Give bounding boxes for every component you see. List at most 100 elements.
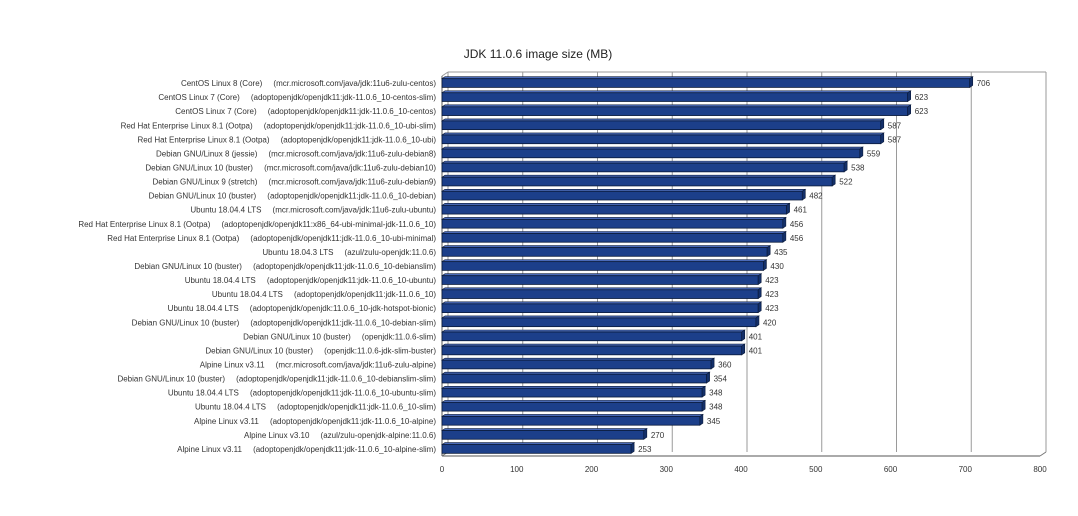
bar-end: [741, 343, 746, 356]
category-label: Alpine Linux v3.11 (adoptopenjdk/openjdk…: [194, 417, 436, 426]
bar: [441, 134, 882, 145]
bar-end: [782, 216, 787, 229]
category-label: Debian GNU/Linux 10 (buster) (adoptopenj…: [134, 262, 436, 271]
bar: [441, 162, 845, 173]
bar-end: [741, 329, 746, 342]
category-label: Ubuntu 18.04.3 LTS (azul/zulu-openjdk:11…: [262, 248, 436, 257]
floor-edge: [1039, 451, 1047, 457]
category-label: Debian GNU/Linux 8 (jessie) (mcr.microso…: [156, 149, 436, 158]
bar: [441, 219, 784, 229]
data-label: 482: [809, 192, 823, 201]
category-label: Debian GNU/Linux 10 (buster) (mcr.micros…: [145, 163, 436, 172]
bar-end: [630, 442, 635, 454]
category-label: Alpine Linux v3.11 (adoptopenjdk/openjdk…: [177, 445, 436, 454]
bar: [441, 430, 645, 440]
x-tick-label: 500: [809, 465, 823, 474]
category-label: Red Hat Enterprise Linux 8.1 (Ootpa) (ad…: [137, 135, 436, 144]
ticks-layer: 0 100 200 300 400 500 600 700 800: [440, 465, 1047, 474]
x-tick-label: 800: [1033, 465, 1047, 474]
data-label: 423: [765, 276, 779, 285]
data-label: 461: [794, 206, 808, 215]
data-label: 423: [765, 290, 779, 299]
data-label: 456: [790, 220, 804, 229]
data-label: 420: [763, 318, 777, 327]
data-label: 253: [638, 445, 652, 454]
data-label: 354: [714, 375, 728, 384]
x-tick-label: 700: [959, 465, 973, 474]
bar-end: [766, 245, 771, 257]
data-label: 538: [851, 163, 865, 172]
data-label: 623: [915, 93, 929, 102]
data-label: 522: [839, 178, 853, 187]
data-label: 270: [651, 431, 665, 440]
x-tick-label: 200: [585, 465, 599, 474]
category-label: Ubuntu 18.04.4 LTS (mcr.microsoft.com/ja…: [190, 206, 436, 215]
bar-end: [859, 146, 864, 159]
category-label: Debian GNU/Linux 10 (buster) (adoptopenj…: [149, 192, 437, 201]
bar: [441, 247, 768, 257]
data-label: 587: [888, 135, 902, 144]
data-label: 623: [915, 107, 929, 116]
data-label: 706: [977, 79, 991, 88]
bar: [441, 204, 787, 215]
data-label: 348: [709, 389, 723, 398]
category-label: Alpine Linux v3.11 (mcr.microsoft.com/ja…: [200, 361, 437, 370]
bar: [441, 359, 712, 370]
category-label: Debian GNU/Linux 10 (buster) (adoptopenj…: [117, 375, 436, 384]
category-label: Red Hat Enterprise Linux 8.1 (Ootpa) (ad…: [121, 121, 437, 130]
bar-end: [706, 371, 710, 384]
bar: [441, 92, 909, 102]
x-tick-label: 100: [510, 465, 524, 474]
bar: [441, 303, 759, 313]
category-label: Ubuntu 18.04.4 LTS (adoptopenjdk/openjdk…: [185, 276, 437, 285]
category-label: Debian GNU/Linux 10 (buster) (openjdk:11…: [243, 332, 436, 341]
bar: [441, 317, 757, 328]
data-label: 348: [709, 403, 723, 412]
bar: [441, 387, 703, 398]
x-tick-label: 0: [440, 465, 445, 474]
bar: [441, 289, 759, 299]
category-label: CentOS Linux 8 (Core) (mcr.microsoft.com…: [181, 79, 436, 88]
data-label: 345: [707, 417, 721, 426]
data-label: 587: [888, 121, 902, 130]
bar-end: [969, 76, 974, 88]
bar-end: [755, 315, 760, 328]
bar-end: [843, 160, 848, 173]
category-label: Ubuntu 18.04.4 LTS (adoptopenjdk/openjdk…: [168, 304, 437, 313]
bar: [441, 331, 743, 342]
bar-end: [782, 230, 787, 243]
bar: [441, 444, 632, 454]
category-label: CentOS Linux 7 (Core) (adoptopenjdk/open…: [175, 107, 436, 116]
bar-end: [801, 188, 806, 201]
bar-end: [763, 259, 767, 271]
category-label: Red Hat Enterprise Linux 8.1 (Ootpa) (ad…: [78, 220, 436, 229]
category-label: Debian GNU/Linux 9 (stretch) (mcr.micros…: [152, 178, 436, 187]
bar-end: [701, 385, 706, 398]
x-tick-label: 600: [884, 465, 898, 474]
bar: [441, 176, 833, 187]
data-label: 360: [718, 361, 732, 370]
bar: [441, 120, 882, 131]
x-tick-label: 300: [660, 465, 674, 474]
bar: [441, 345, 743, 356]
bar-end: [701, 399, 706, 412]
bar-end: [907, 90, 911, 103]
data-label: 456: [790, 234, 804, 243]
category-label: Ubuntu 18.04.4 LTS (adoptopenjdk/openjdk…: [168, 389, 437, 398]
bar-end: [757, 301, 762, 314]
bars-layer: [441, 76, 974, 454]
bar-end: [757, 287, 762, 300]
category-label: Ubuntu 18.04.4 LTS (adoptopenjdk/openjdk…: [212, 290, 436, 299]
bar: [441, 261, 764, 271]
labels-layer: 706 CentOS Linux 8 (Core) (mcr.microsoft.…: [78, 79, 990, 454]
bar: [441, 401, 703, 412]
bar: [441, 373, 708, 384]
bar-end: [757, 273, 762, 285]
bar: [441, 106, 909, 116]
bar-end: [880, 118, 885, 131]
category-label: CentOS Linux 7 (Core) (adoptopenjdk/open…: [158, 93, 436, 102]
category-label: Alpine Linux v3.10 (azul/zulu-openjdk-al…: [244, 431, 436, 440]
data-label: 401: [749, 332, 763, 341]
bar: [441, 416, 701, 426]
